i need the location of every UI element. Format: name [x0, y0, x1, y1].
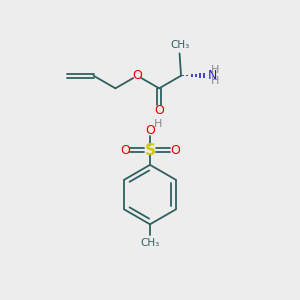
- Text: O: O: [145, 124, 155, 137]
- Text: H: H: [210, 65, 219, 75]
- Text: O: O: [170, 143, 180, 157]
- Text: H: H: [154, 119, 163, 129]
- Text: H: H: [210, 76, 219, 86]
- Text: O: O: [154, 104, 164, 117]
- Text: O: O: [132, 69, 142, 82]
- Text: S: S: [145, 142, 155, 158]
- Text: O: O: [120, 143, 130, 157]
- Text: CH₃: CH₃: [140, 238, 160, 248]
- Text: CH₃: CH₃: [170, 40, 189, 50]
- Text: N: N: [208, 69, 217, 82]
